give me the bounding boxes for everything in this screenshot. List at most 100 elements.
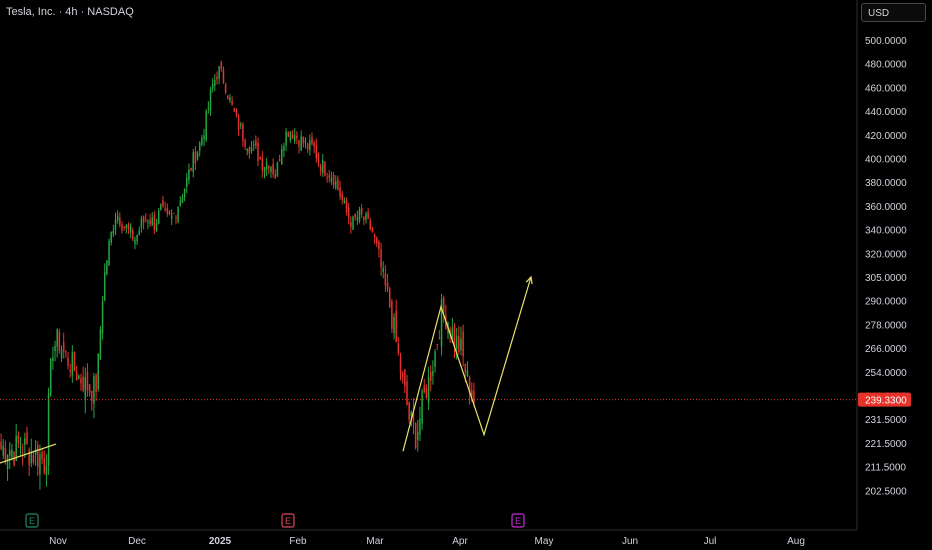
candle-body	[155, 223, 158, 232]
candle	[6, 454, 9, 481]
candle-body	[194, 151, 197, 164]
candle-body	[166, 207, 169, 215]
candle	[376, 236, 378, 248]
candle-body	[95, 374, 97, 392]
candle-body	[376, 237, 378, 244]
earnings-marker: E	[25, 513, 39, 528]
candle-body	[4, 447, 7, 460]
candle-body	[393, 317, 395, 334]
x-tick-label: Mar	[366, 536, 384, 547]
candle-body	[214, 79, 216, 86]
candle-body	[391, 301, 393, 329]
candle	[391, 298, 393, 333]
candle-body	[404, 369, 406, 387]
candle	[419, 406, 421, 442]
candle-body	[140, 218, 143, 228]
candle-body	[401, 372, 404, 377]
candle-body	[386, 282, 389, 290]
projection-arrowhead	[525, 275, 533, 285]
candle	[58, 328, 61, 354]
candle	[201, 134, 203, 147]
candle	[274, 169, 277, 179]
candle	[125, 224, 128, 234]
candle-body	[233, 108, 236, 112]
time-axis: Nov Dec 2025 Feb Mar Apr May Jun Jul Aug	[49, 536, 805, 547]
candle	[322, 154, 324, 178]
candle-body	[250, 147, 253, 152]
candle	[246, 148, 248, 156]
candle	[227, 94, 229, 100]
candle	[291, 130, 294, 140]
candle-body	[205, 111, 207, 141]
y-tick-label: 290.0000	[865, 297, 907, 308]
candle-body	[460, 338, 462, 351]
candle	[306, 142, 309, 153]
candle	[369, 217, 372, 231]
y-tick-label: 202.5000	[865, 486, 907, 497]
candle-body	[173, 213, 175, 215]
candle	[276, 161, 279, 178]
candle	[54, 340, 56, 362]
candle-body	[442, 297, 445, 312]
candle-body	[99, 329, 102, 360]
earnings-marker: E	[511, 513, 525, 528]
candle-body	[406, 381, 408, 406]
candle	[224, 82, 227, 95]
y-tick-label: 320.0000	[865, 249, 907, 260]
candle	[181, 193, 184, 204]
candle-body	[207, 108, 210, 110]
candle	[205, 108, 207, 143]
y-tick-label: 211.5000	[865, 463, 906, 474]
candle-body	[248, 147, 251, 154]
y-tick-label: 460.0000	[865, 83, 907, 94]
candle-body	[360, 207, 363, 215]
candle	[442, 295, 445, 323]
candle	[326, 172, 328, 183]
candle-body	[11, 449, 13, 458]
candle-body	[153, 214, 156, 230]
candle	[408, 400, 410, 424]
candle	[289, 130, 292, 143]
candle	[134, 236, 136, 250]
candle	[458, 325, 460, 355]
candle-body	[434, 351, 436, 367]
candle-body	[319, 166, 322, 172]
candle	[123, 226, 125, 231]
candle	[93, 372, 95, 419]
x-tick-label: Apr	[452, 536, 468, 547]
candle	[116, 210, 119, 224]
candle	[24, 432, 26, 458]
candle	[112, 224, 115, 238]
candle-body	[300, 136, 302, 151]
candle	[296, 131, 298, 145]
candle	[285, 127, 287, 151]
candle	[460, 326, 462, 356]
candle	[28, 447, 30, 476]
candle-body	[471, 390, 473, 397]
candle	[404, 368, 406, 393]
candle-body	[311, 137, 313, 145]
candle	[32, 450, 35, 465]
candle	[317, 152, 320, 168]
candle	[80, 373, 82, 391]
candle-body	[417, 432, 419, 441]
candle	[356, 210, 359, 225]
candle-body	[103, 272, 106, 301]
candle	[132, 227, 134, 242]
candle-body	[112, 230, 115, 234]
currency-button[interactable]: USD	[861, 3, 926, 22]
candle	[186, 172, 188, 194]
candle	[438, 330, 441, 340]
candle-body	[47, 393, 50, 466]
candle-body	[337, 179, 339, 190]
candle	[207, 101, 210, 114]
candle	[313, 140, 315, 154]
candle-body	[373, 235, 376, 238]
candle-body	[164, 208, 166, 211]
candle	[86, 363, 89, 397]
candle	[151, 211, 153, 227]
candle-body	[339, 187, 341, 197]
candle-body	[93, 376, 95, 404]
